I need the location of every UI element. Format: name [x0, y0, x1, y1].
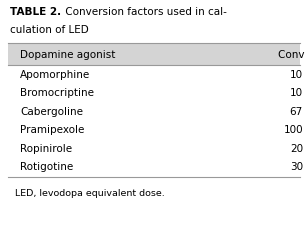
Text: culation of LED: culation of LED	[10, 26, 89, 35]
Text: Conversion factor: Conversion factor	[278, 50, 305, 60]
Text: LED, levodopa equivalent dose.: LED, levodopa equivalent dose.	[15, 189, 165, 198]
Text: 67: 67	[290, 107, 303, 117]
Text: Pramipexole: Pramipexole	[20, 125, 84, 135]
Text: 30: 30	[290, 162, 303, 172]
Text: Dopamine agonist: Dopamine agonist	[20, 50, 115, 60]
Text: 10: 10	[290, 70, 303, 80]
Text: Conversion factors used in cal-: Conversion factors used in cal-	[62, 7, 227, 17]
Text: Apomorphine: Apomorphine	[20, 70, 90, 80]
Bar	[8, 43, 300, 65]
Text: Rotigotine: Rotigotine	[20, 162, 73, 172]
Text: TABLE 2.: TABLE 2.	[10, 7, 61, 17]
Text: 10: 10	[290, 88, 303, 98]
Text: Cabergoline: Cabergoline	[20, 107, 83, 117]
Text: 100: 100	[283, 125, 303, 135]
Text: Ropinirole: Ropinirole	[20, 144, 72, 154]
Text: Bromocriptine: Bromocriptine	[20, 88, 94, 98]
Text: 20: 20	[290, 144, 303, 154]
